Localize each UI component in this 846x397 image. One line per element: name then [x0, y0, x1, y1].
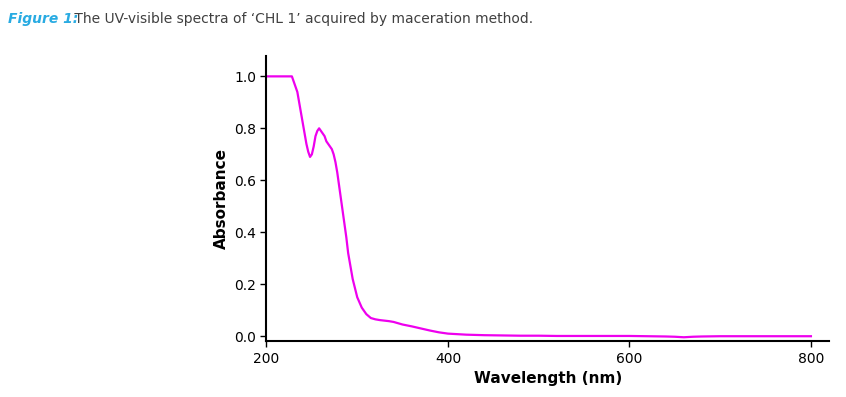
Y-axis label: Absorbance: Absorbance [213, 148, 228, 249]
Text: Figure 1:: Figure 1: [8, 12, 79, 26]
Text: The UV-visible spectra of ‘CHL 1’ acquired by maceration method.: The UV-visible spectra of ‘CHL 1’ acquir… [70, 12, 533, 26]
X-axis label: Wavelength (nm): Wavelength (nm) [474, 371, 622, 386]
